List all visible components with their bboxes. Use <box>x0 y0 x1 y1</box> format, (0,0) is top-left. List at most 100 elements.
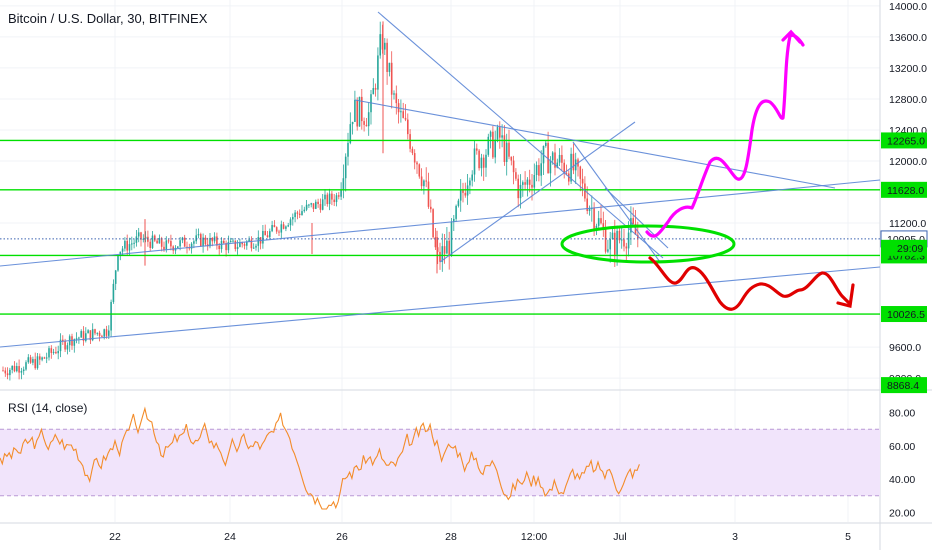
candle <box>110 299 112 338</box>
candle-body <box>436 247 439 252</box>
candle <box>480 153 483 177</box>
candle-body <box>526 179 529 185</box>
candle <box>262 225 264 249</box>
candle-body <box>427 181 430 207</box>
candle-body <box>170 241 172 247</box>
candle-body <box>519 184 522 199</box>
candle-body <box>2 370 4 372</box>
candle-body <box>310 203 312 205</box>
candle-body <box>374 88 377 90</box>
price-tag: 11628.0 <box>881 181 927 198</box>
candle <box>303 206 306 213</box>
candle-body <box>423 180 425 187</box>
candle <box>499 121 501 149</box>
candle <box>604 219 607 254</box>
candle <box>558 148 561 166</box>
candle-body <box>326 194 329 205</box>
candle-body <box>289 219 292 226</box>
price-tick-label: 13200.0 <box>889 63 927 75</box>
candle-body <box>430 206 432 210</box>
candle <box>372 78 375 95</box>
candle <box>363 117 365 132</box>
candle <box>278 229 280 237</box>
candle-body <box>609 238 611 250</box>
candle <box>457 198 460 208</box>
candle-body <box>333 199 335 203</box>
candle <box>496 124 499 143</box>
candle <box>27 354 30 364</box>
candle-body <box>404 117 407 120</box>
candle <box>609 232 611 263</box>
candle-body <box>85 333 87 341</box>
candle <box>229 237 232 243</box>
candle-body <box>361 96 363 122</box>
candle <box>292 213 294 226</box>
candle-body <box>535 165 538 175</box>
candle <box>441 233 444 272</box>
candle <box>328 188 331 211</box>
candle-body <box>455 205 457 219</box>
candle <box>89 330 92 344</box>
candle-body <box>517 178 519 199</box>
candle <box>349 112 352 145</box>
candle-body <box>464 192 467 196</box>
candle <box>305 199 308 212</box>
candle-body <box>524 182 526 185</box>
candle <box>377 47 379 101</box>
candle <box>285 225 287 232</box>
candle-body <box>508 142 510 157</box>
candle-body <box>133 242 135 244</box>
candle <box>620 227 623 249</box>
candle-body <box>538 165 540 176</box>
candle <box>2 366 4 372</box>
candle <box>195 228 197 244</box>
rsi-tick-label: 80.00 <box>889 408 915 420</box>
candle-body <box>62 339 64 342</box>
candle <box>85 327 87 343</box>
candle-body <box>229 240 232 243</box>
candle-body <box>441 246 444 262</box>
candle <box>301 205 303 216</box>
candle-body <box>195 235 197 242</box>
candle-body <box>57 351 59 354</box>
candle <box>512 155 515 185</box>
candle <box>50 345 53 359</box>
forecast-up-arrowhead <box>781 29 802 44</box>
candle-body <box>126 240 128 251</box>
candle-body <box>6 373 9 376</box>
candle <box>82 326 85 346</box>
forecast-down-path <box>648 256 852 311</box>
candle <box>374 83 377 97</box>
rsi-title: RSI (14, close) <box>8 401 87 415</box>
candle <box>264 224 266 236</box>
price-tick-label: 14000.0 <box>889 1 927 13</box>
trend-line <box>572 141 661 263</box>
candle <box>142 234 145 243</box>
candle <box>57 345 59 360</box>
rsi-tick-label: 20.00 <box>889 507 915 519</box>
candle-body <box>581 178 584 184</box>
candle-body <box>39 356 41 360</box>
candle-body <box>602 223 605 229</box>
candle-body <box>82 331 85 341</box>
candle-body <box>218 245 220 250</box>
candle-body <box>112 283 115 302</box>
candle <box>568 170 570 186</box>
candle-body <box>36 356 39 369</box>
candle <box>80 329 82 338</box>
candle <box>519 174 522 209</box>
candle <box>427 172 430 209</box>
candle <box>459 179 462 212</box>
candle <box>20 367 23 380</box>
candle <box>489 130 492 149</box>
candle <box>13 361 16 373</box>
candle-body <box>34 359 36 369</box>
candle <box>317 198 319 208</box>
candle-body <box>627 232 630 249</box>
candle-body <box>499 127 501 138</box>
candle <box>618 227 621 244</box>
candle <box>310 202 312 208</box>
candle-body <box>510 156 513 161</box>
candle-body <box>292 217 294 220</box>
candle-body <box>625 246 628 249</box>
